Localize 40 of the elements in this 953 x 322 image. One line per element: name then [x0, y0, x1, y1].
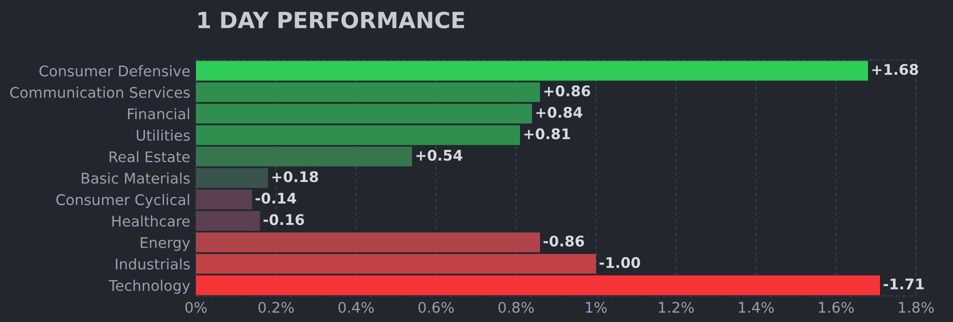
y-tick-label: Real Estate — [110, 151, 190, 162]
x-tick-label: 1.6% — [819, 302, 854, 313]
y-tick-label: Consumer Defensive — [39, 65, 190, 76]
x-tick-label: 0.2% — [258, 302, 294, 313]
bar — [196, 254, 596, 274]
data-label: +0.18 — [272, 171, 318, 182]
y-tick-label: Healthcare — [112, 215, 190, 227]
y-tick-label: Energy — [140, 237, 190, 251]
y-tick-label: Industrials — [116, 258, 190, 270]
data-label: -0.14 — [256, 192, 296, 204]
y-tick-label: Consumer Cyclical — [56, 194, 190, 208]
x-tick-label: 1.8% — [899, 302, 934, 313]
bar — [196, 232, 540, 252]
x-tick-label: 0.4% — [338, 302, 374, 313]
data-label: -0.86 — [544, 236, 584, 247]
data-label: -0.16 — [264, 214, 304, 226]
y-tick-label: Utilities — [136, 130, 190, 141]
data-label: +1.68 — [872, 64, 918, 75]
data-label: +0.54 — [416, 150, 462, 161]
x-tick-label: 1% — [586, 302, 607, 313]
bar — [196, 168, 268, 188]
y-tick-label: Financial — [128, 108, 190, 120]
bar — [196, 275, 880, 296]
data-label: +0.86 — [544, 85, 590, 96]
data-label: -1.00 — [600, 257, 640, 268]
y-tick-label: Basic Materials — [82, 172, 190, 184]
chart-title: 1 DAY PERFORMANCE — [198, 12, 464, 28]
x-tick-label: 1.2% — [659, 302, 694, 313]
bar — [196, 60, 868, 81]
data-label: +0.84 — [536, 106, 582, 118]
y-tick-label: Communication Services — [10, 86, 190, 98]
bar — [196, 146, 412, 166]
bar — [196, 82, 540, 102]
x-tick-label: 0.8% — [498, 302, 534, 313]
x-tick-label: 0% — [185, 302, 207, 313]
x-tick-label: 0.6% — [418, 302, 454, 313]
data-label: +0.81 — [524, 128, 570, 140]
x-tick-label: 1.4% — [739, 302, 774, 313]
data-label: -1.71 — [884, 278, 924, 290]
y-tick-label: Technology — [108, 280, 190, 294]
